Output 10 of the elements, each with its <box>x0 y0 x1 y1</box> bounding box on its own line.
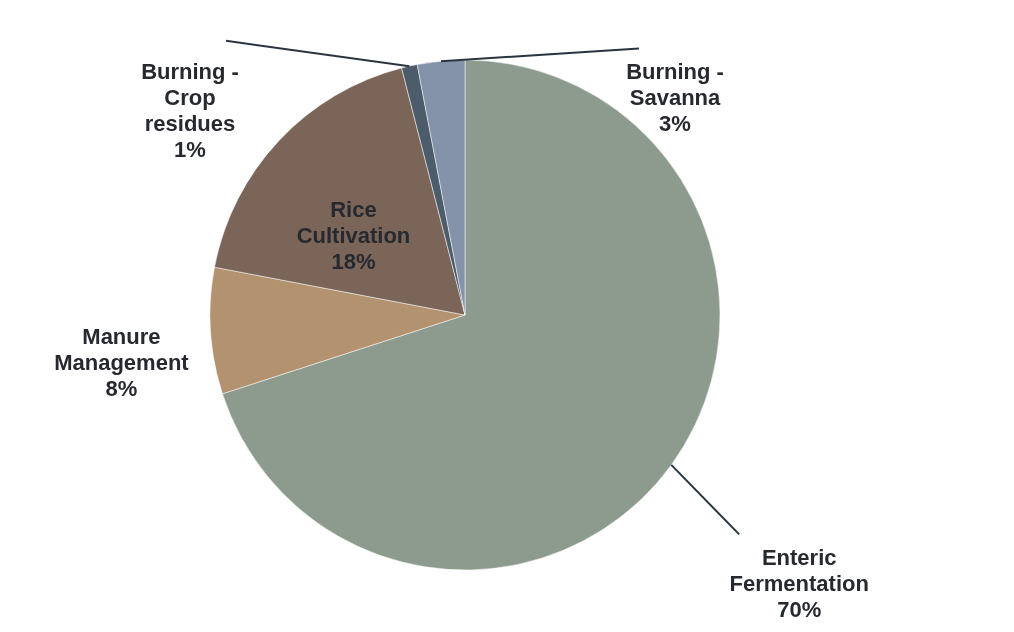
data-label: 3% <box>659 111 691 136</box>
data-label: 8% <box>105 375 138 401</box>
slice-label: Burning - Savanna <box>626 59 724 110</box>
slice-label: Rice Cultivation <box>296 197 411 249</box>
data-label: 18% <box>331 249 376 275</box>
slice-label: Burning - Crop residues <box>141 59 239 136</box>
data-label: 70% <box>777 596 822 622</box>
data-label: 1% <box>174 137 206 162</box>
slice-label: Manure Management <box>54 323 190 375</box>
slice-label: Enteric Fermentation <box>729 544 869 596</box>
